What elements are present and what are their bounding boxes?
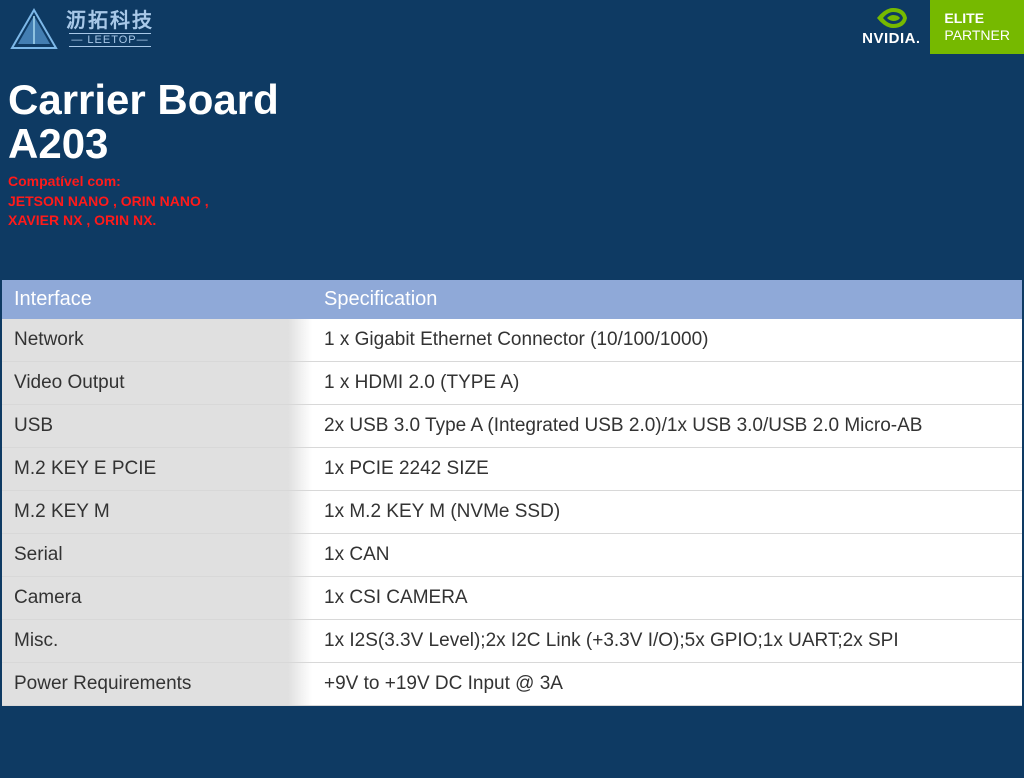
cell-specification: 1x CSI CAMERA [312,577,1022,620]
table-row: Power Requirements+9V to +19V DC Input @… [2,663,1022,706]
nvidia-partner-badge: NVIDIA. ELITE PARTNER [852,0,1024,54]
col-header-interface: Interface [2,280,312,319]
cell-specification: +9V to +19V DC Input @ 3A [312,663,1022,706]
cell-specification: 2x USB 3.0 Type A (Integrated USB 2.0)/1… [312,405,1022,448]
subtitle-line2: JETSON NANO , ORIN NANO , [8,193,209,209]
cell-specification: 1x CAN [312,534,1022,577]
elite-text: ELITE [944,10,1010,27]
cell-specification: 1x PCIE 2242 SIZE [312,448,1022,491]
leetop-chinese-text: 沥拓科技 [66,11,154,31]
subtitle-line3: XAVIER NX , ORIN NX. [8,212,156,228]
cell-interface: USB [2,405,312,448]
nvidia-brand-text: NVIDIA. [862,30,920,47]
nvidia-eye-icon [873,6,909,30]
table-row: M.2 KEY M1x M.2 KEY M (NVMe SSD) [2,491,1022,534]
cell-interface: M.2 KEY M [2,491,312,534]
title-line2: A203 [8,120,108,167]
header-bar: 沥拓科技 — LEETOP— NVIDIA. ELITE PARTNER [0,0,1024,58]
partner-text: PARTNER [944,27,1010,44]
cell-specification: 1x M.2 KEY M (NVMe SSD) [312,491,1022,534]
leetop-triangle-icon [10,8,58,50]
cell-interface: Power Requirements [2,663,312,706]
subtitle-line1: Compatível com: [8,173,121,189]
table-row: Misc.1x I2S(3.3V Level);2x I2C Link (+3.… [2,620,1022,663]
compatibility-subtitle: Compatível com: JETSON NANO , ORIN NANO … [8,172,1016,231]
cell-interface: Network [2,319,312,362]
nvidia-logo-block: NVIDIA. [852,0,930,54]
col-header-specification: Specification [312,280,1022,319]
table-row: USB2x USB 3.0 Type A (Integrated USB 2.0… [2,405,1022,448]
page-title: Carrier Board A203 [8,78,1016,166]
cell-specification: 1 x HDMI 2.0 (TYPE A) [312,362,1022,405]
cell-interface: Misc. [2,620,312,663]
cell-specification: 1 x Gigabit Ethernet Connector (10/100/1… [312,319,1022,362]
table-row: Serial1x CAN [2,534,1022,577]
leetop-text-group: 沥拓科技 — LEETOP— [66,11,154,47]
table-row: Video Output1 x HDMI 2.0 (TYPE A) [2,362,1022,405]
title-line1: Carrier Board [8,76,279,123]
leetop-english-text: — LEETOP— [69,33,150,47]
title-section: Carrier Board A203 Compatível com: JETSO… [0,78,1024,231]
table-row: Camera1x CSI CAMERA [2,577,1022,620]
cell-interface: Video Output [2,362,312,405]
table-row: Network1 x Gigabit Ethernet Connector (1… [2,319,1022,362]
cell-specification: 1x I2S(3.3V Level);2x I2C Link (+3.3V I/… [312,620,1022,663]
cell-interface: M.2 KEY E PCIE [2,448,312,491]
cell-interface: Serial [2,534,312,577]
spec-table-container: Interface Specification Network1 x Gigab… [2,280,1022,706]
elite-partner-badge: ELITE PARTNER [930,0,1024,54]
table-header-row: Interface Specification [2,280,1022,319]
leetop-logo: 沥拓科技 — LEETOP— [0,0,164,58]
table-row: M.2 KEY E PCIE1x PCIE 2242 SIZE [2,448,1022,491]
spec-table: Interface Specification Network1 x Gigab… [2,280,1022,706]
cell-interface: Camera [2,577,312,620]
